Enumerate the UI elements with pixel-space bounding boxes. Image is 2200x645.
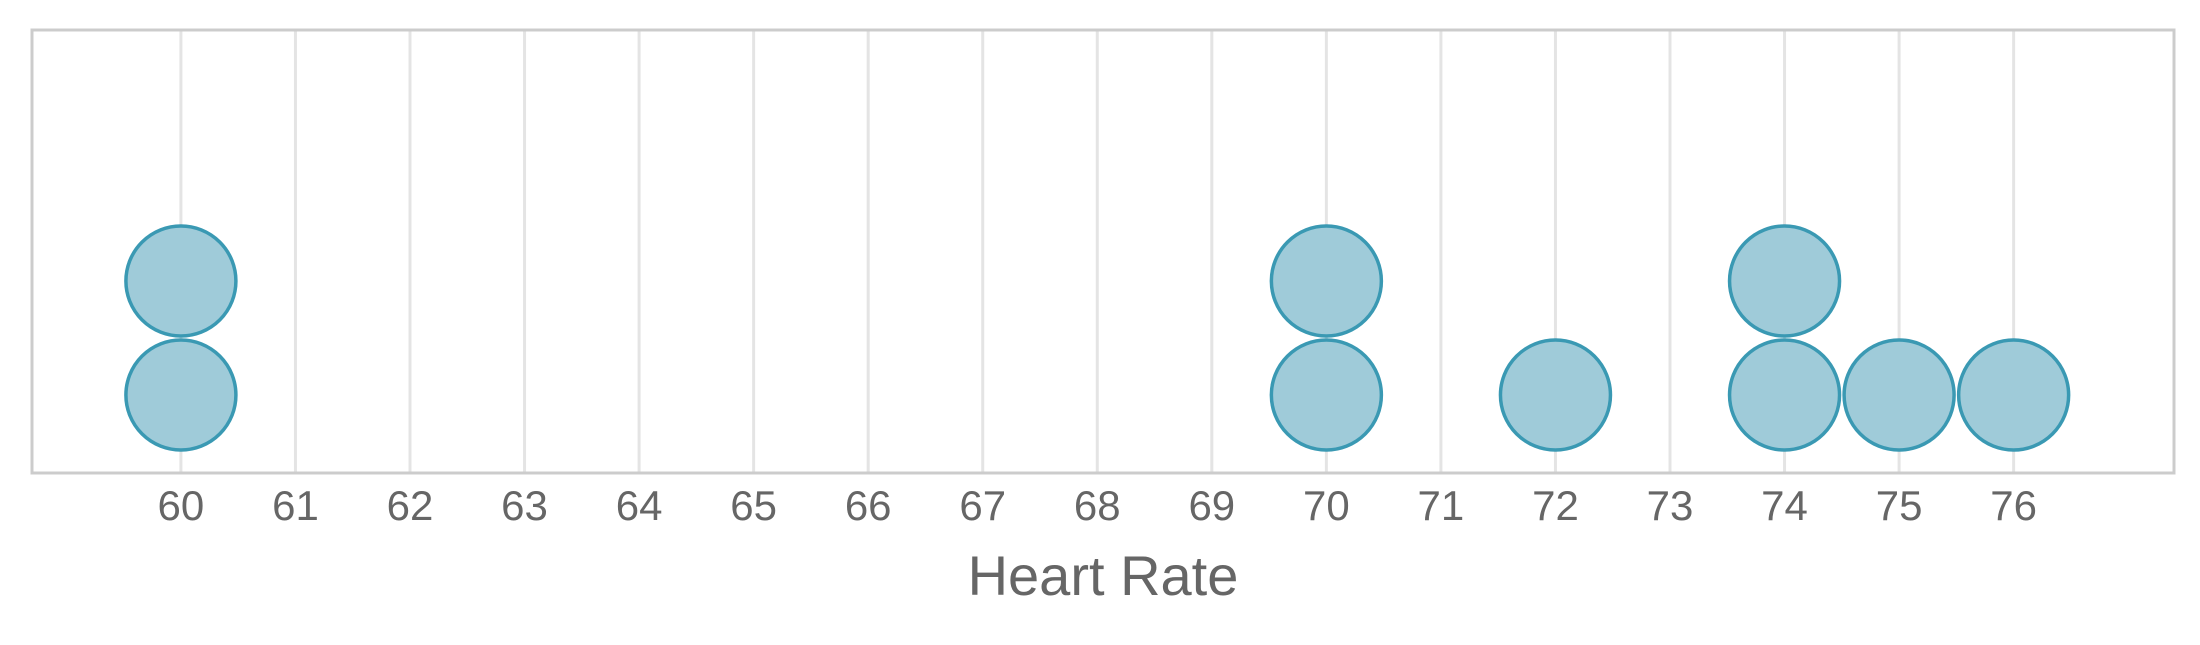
data-dot-72-1: [1498, 338, 1613, 452]
dots-layer: [124, 224, 2071, 452]
x-axis-title: Heart Rate: [968, 544, 1239, 607]
x-tick-label-73: 73: [1647, 482, 1694, 529]
data-dot-75-1: [1842, 338, 1956, 452]
x-tick-label-75: 75: [1876, 482, 1923, 529]
x-tick-label-61: 61: [272, 482, 319, 529]
x-tick-label-62: 62: [387, 482, 434, 529]
x-tick-label-74: 74: [1761, 482, 1808, 529]
x-tick-label-68: 68: [1074, 482, 1121, 529]
data-dot-60-2: [124, 224, 238, 338]
x-axis-tick-labels: 60 61 62 63 64 65 66 67 68 69 70 71 72 73 74 75 76: [158, 482, 2037, 529]
x-tick-label-71: 71: [1418, 482, 1465, 529]
x-tick-label-65: 65: [730, 482, 777, 529]
x-tick-label-60: 60: [158, 482, 205, 529]
x-tick-label-72: 72: [1532, 482, 1579, 529]
x-tick-label-66: 66: [845, 482, 892, 529]
x-tick-label-69: 69: [1188, 482, 1235, 529]
x-tick-label-67: 67: [959, 482, 1006, 529]
data-dot-76-1: [1956, 338, 2071, 452]
data-dot-74-1: [1727, 338, 1842, 452]
x-tick-label-64: 64: [616, 482, 663, 529]
data-dot-60-1: [124, 338, 238, 452]
plot-frame: [30, 28, 2176, 475]
data-dot-74-2: [1727, 224, 1842, 338]
x-tick-label-76: 76: [1990, 482, 2037, 529]
x-tick-label-63: 63: [501, 482, 548, 529]
data-dot-70-2: [1269, 224, 1384, 338]
x-tick-label-70: 70: [1303, 482, 1350, 529]
data-dot-70-1: [1269, 338, 1384, 452]
